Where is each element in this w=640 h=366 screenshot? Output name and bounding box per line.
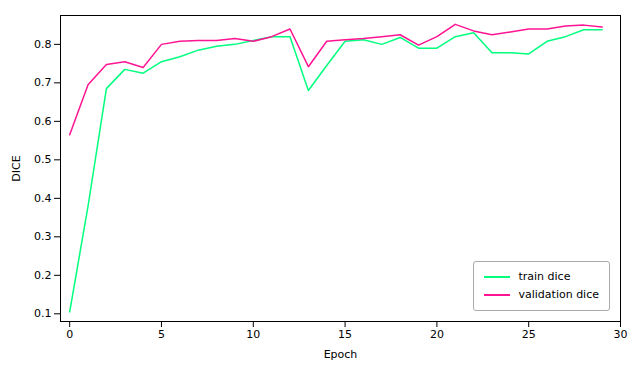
svg-text:0.6: 0.6 <box>34 115 52 128</box>
svg-text:0.8: 0.8 <box>34 38 52 51</box>
svg-text:0.2: 0.2 <box>34 269 52 282</box>
svg-text:0.3: 0.3 <box>34 230 52 243</box>
svg-text:DICE: DICE <box>10 155 23 181</box>
svg-text:0: 0 <box>66 328 73 341</box>
svg-text:20: 20 <box>430 328 444 341</box>
svg-text:0.4: 0.4 <box>34 192 52 205</box>
svg-text:0.1: 0.1 <box>34 307 52 320</box>
svg-text:30: 30 <box>614 328 628 341</box>
svg-text:5: 5 <box>158 328 165 341</box>
svg-text:15: 15 <box>338 328 352 341</box>
svg-text:10: 10 <box>246 328 260 341</box>
html-text:validation dice: validation dice <box>518 288 599 301</box>
svg-text:Epoch: Epoch <box>324 348 358 361</box>
svg-text:0.7: 0.7 <box>34 76 52 89</box>
svg-text:0.5: 0.5 <box>34 153 52 166</box>
html-text:train dice: train dice <box>518 270 571 283</box>
svg-text:25: 25 <box>522 328 536 341</box>
